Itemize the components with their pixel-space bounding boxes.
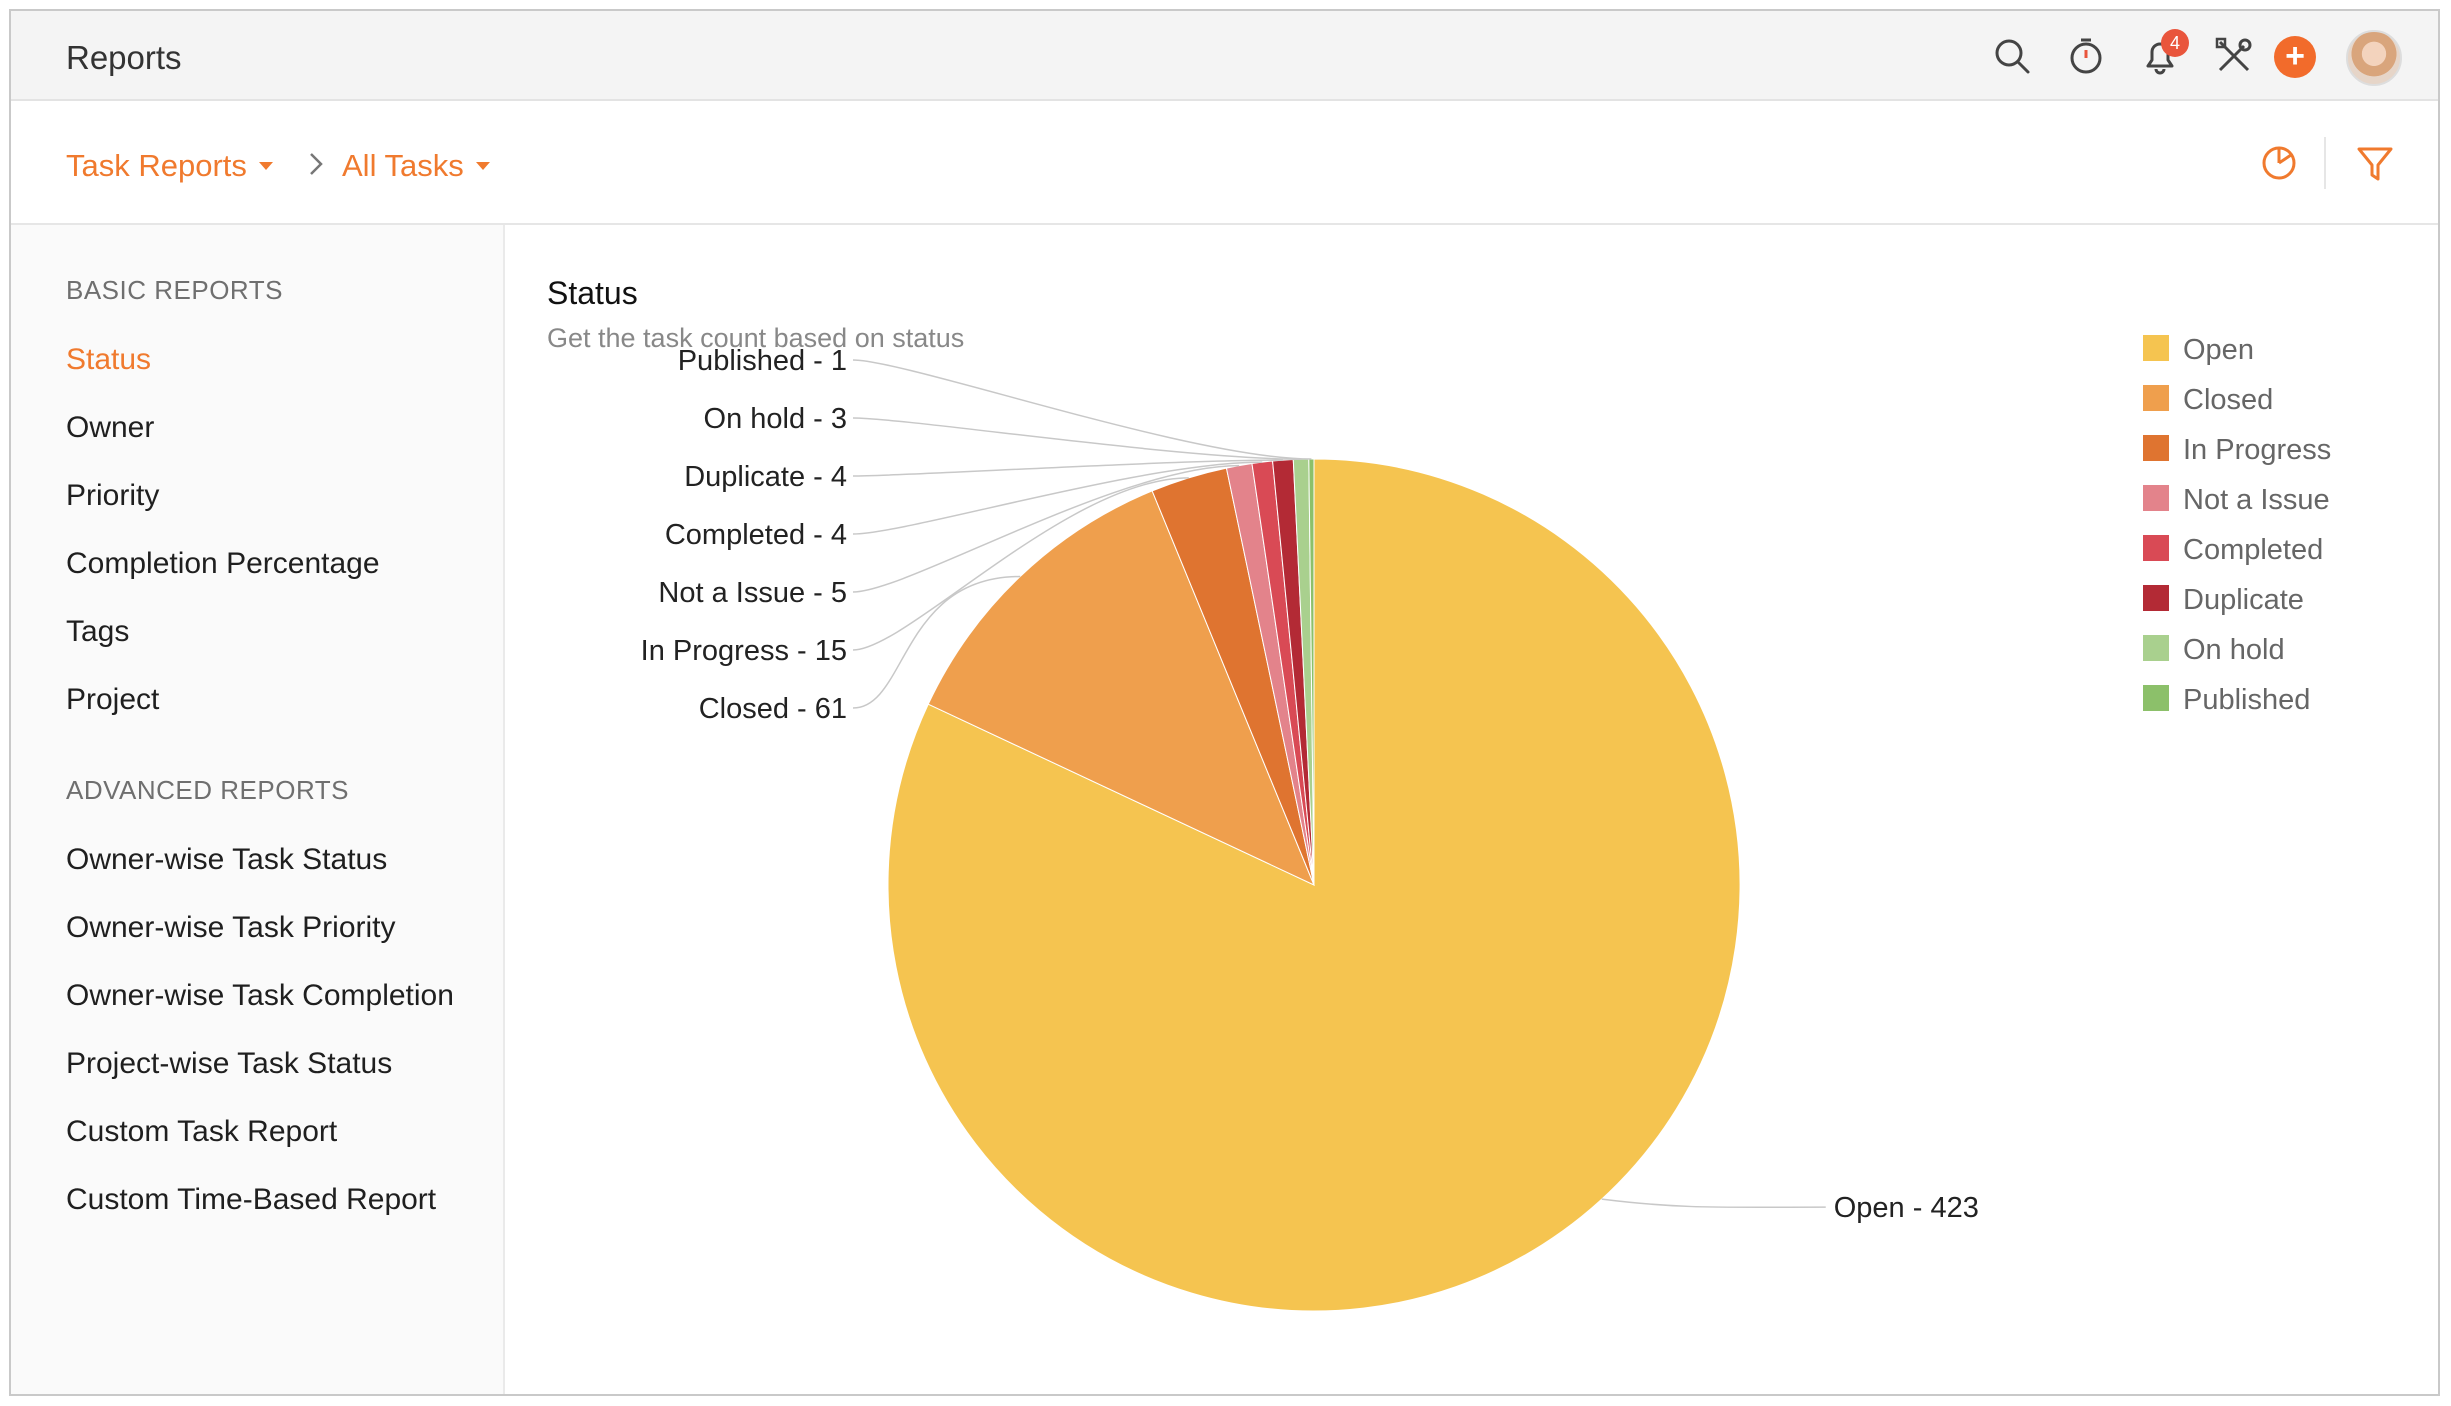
label-connector-in-progress xyxy=(852,477,1189,651)
sidebar-item-custom-task-report[interactable]: Custom Task Report xyxy=(66,1115,338,1148)
legend-swatch xyxy=(2143,585,2169,611)
pie-labels: Published - 1 On hold - 3 Duplicate - 4 Com… xyxy=(641,345,1979,1224)
chart-type-icon[interactable] xyxy=(2257,141,2301,185)
data-label-on-hold: On hold - 3 xyxy=(704,403,847,435)
avatar[interactable] xyxy=(2346,30,2402,86)
legend-item-published[interactable]: Published xyxy=(2143,684,2310,716)
legend-label: Completed xyxy=(2183,534,2323,566)
sidebar-item-owner-wise-task-completion[interactable]: Owner-wise Task Completion xyxy=(66,979,454,1012)
legend-label: Not a Issue xyxy=(2183,484,2330,516)
legend-label: Published xyxy=(2183,684,2310,716)
legend-item-open[interactable]: Open xyxy=(2143,334,2254,366)
data-label-in-progress: In Progress - 15 xyxy=(641,635,847,667)
chart-legend: Open Closed In Progress Not a Issue Complete… xyxy=(2143,334,2331,716)
sidebar-item-owner[interactable]: Owner xyxy=(66,411,155,444)
basic-reports-header: BASIC REPORTS xyxy=(66,275,283,305)
legend-label: On hold xyxy=(2183,634,2285,666)
top-bar: Reports 4 + xyxy=(11,11,2438,101)
report-content: Status Get the task count based on statu… xyxy=(507,225,2438,1394)
task-reports-label: Task Reports xyxy=(66,148,247,183)
toolbar-divider xyxy=(2324,137,2326,189)
sidebar-item-priority[interactable]: Priority xyxy=(66,479,160,512)
legend-item-in-progress[interactable]: In Progress xyxy=(2143,434,2331,466)
label-connector-open xyxy=(1601,1198,1826,1209)
chevron-right-icon xyxy=(301,146,331,182)
legend-swatch xyxy=(2143,385,2169,411)
data-label-closed: Closed - 61 xyxy=(699,693,847,725)
advanced-reports-header: ADVANCED REPORTS xyxy=(66,775,349,805)
legend-item-duplicate[interactable]: Duplicate xyxy=(2143,584,2304,616)
sidebar-item-owner-wise-task-status[interactable]: Owner-wise Task Status xyxy=(66,843,388,876)
chart-subtitle: Get the task count based on status xyxy=(547,323,965,353)
pie-slices xyxy=(887,458,1741,1312)
tools-icon[interactable] xyxy=(2213,35,2255,77)
timer-icon[interactable] xyxy=(2065,35,2107,77)
label-connector-duplicate xyxy=(852,459,1283,477)
app-title: Reports xyxy=(66,39,182,76)
label-connector-not-a-issue xyxy=(852,464,1240,593)
breadcrumb: Task Reports All Tasks xyxy=(11,101,2438,225)
all-tasks-dropdown[interactable]: All Tasks xyxy=(342,148,490,184)
data-label-duplicate: Duplicate - 4 xyxy=(684,461,847,493)
legend-label: Closed xyxy=(2183,384,2273,416)
bell-icon[interactable]: 4 xyxy=(2139,29,2189,77)
sidebar-item-completion-percentage[interactable]: Completion Percentage xyxy=(66,547,380,580)
data-label-not-a-issue: Not a Issue - 5 xyxy=(658,577,847,609)
legend-item-not-a-issue[interactable]: Not a Issue xyxy=(2143,484,2330,516)
chevron-down-icon xyxy=(475,162,490,170)
legend-swatch xyxy=(2143,335,2169,361)
legend-label: Duplicate xyxy=(2183,584,2304,616)
legend-swatch xyxy=(2143,685,2169,711)
data-label-published: Published - 1 xyxy=(678,345,847,377)
legend-item-on-hold[interactable]: On hold xyxy=(2143,634,2285,666)
sidebar-item-tags[interactable]: Tags xyxy=(66,615,130,648)
all-tasks-label: All Tasks xyxy=(342,148,464,183)
chart-title: Status xyxy=(547,275,638,311)
legend-label: In Progress xyxy=(2183,434,2331,466)
chevron-down-icon xyxy=(258,162,273,170)
data-label-open: Open - 423 xyxy=(1834,1192,1979,1224)
sidebar-item-status[interactable]: Status xyxy=(66,343,152,376)
add-button[interactable]: + xyxy=(2274,36,2316,78)
reports-sidebar: BASIC REPORTS Status Owner Priority Comp… xyxy=(11,225,505,1394)
label-connector-on-hold xyxy=(852,417,1302,460)
search-icon[interactable] xyxy=(1991,35,2033,77)
status-pie-chart: Published - 1 On hold - 3 Duplicate - 4 Com… xyxy=(641,334,2331,1312)
legend-swatch xyxy=(2143,635,2169,661)
sidebar-item-project[interactable]: Project xyxy=(66,683,160,716)
notification-badge: 4 xyxy=(2161,29,2189,57)
task-reports-dropdown[interactable]: Task Reports xyxy=(66,148,273,184)
data-label-completed: Completed - 4 xyxy=(665,519,847,551)
legend-swatch xyxy=(2143,435,2169,461)
label-connector-completed xyxy=(852,461,1263,535)
pie-slice-closed[interactable] xyxy=(927,490,1315,886)
app-window: Reports 4 + Task Reports All Tasks xyxy=(9,9,2440,1396)
filter-icon[interactable] xyxy=(2353,141,2397,185)
sidebar-item-owner-wise-task-priority[interactable]: Owner-wise Task Priority xyxy=(66,911,396,944)
legend-swatch xyxy=(2143,535,2169,561)
sidebar-item-custom-time-based-report[interactable]: Custom Time-Based Report xyxy=(66,1183,437,1216)
legend-item-closed[interactable]: Closed xyxy=(2143,384,2273,416)
sidebar-item-project-wise-task-status[interactable]: Project-wise Task Status xyxy=(66,1047,393,1080)
label-connector-closed xyxy=(852,575,1021,709)
legend-label: Open xyxy=(2183,334,2254,366)
label-connector-published xyxy=(852,359,1312,460)
legend-swatch xyxy=(2143,485,2169,511)
legend-item-completed[interactable]: Completed xyxy=(2143,534,2323,566)
